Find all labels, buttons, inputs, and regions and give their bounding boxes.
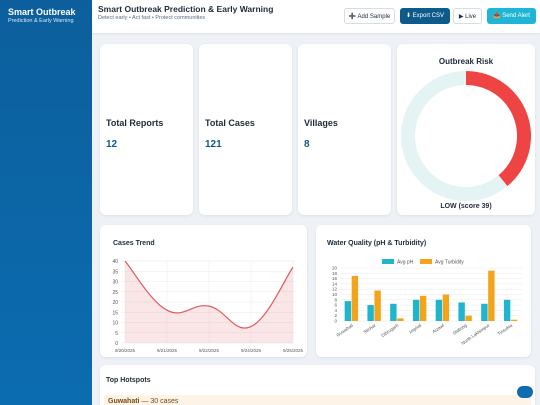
y-tick-label: 0: [115, 341, 118, 347]
stat-value: 8: [304, 139, 310, 150]
y-tick-label: 20: [112, 300, 118, 306]
x-tick-label: Shillong: [452, 322, 468, 336]
bar: [344, 301, 352, 321]
x-tick-label: 9/21/2025: [157, 348, 178, 353]
bar: [397, 318, 404, 321]
x-tick-label: 9/24/2025: [241, 348, 262, 353]
bar: [435, 299, 443, 321]
y-tick-label: 2: [334, 313, 337, 318]
bar: [390, 303, 397, 321]
bar: [374, 290, 381, 321]
y-tick-label: 20: [332, 266, 338, 271]
y-tick-label: 8: [334, 297, 337, 302]
stat-card: Total Reports 12: [100, 44, 193, 215]
hotspot-name: Guwahati: [108, 398, 140, 405]
stat-label: Total Reports: [106, 118, 164, 128]
bar: [465, 315, 472, 321]
bar: [503, 299, 511, 321]
y-tick-label: 40: [112, 259, 118, 265]
y-tick-label: 25: [112, 290, 118, 296]
sidebar-subtitle: Prediction & Early Warning: [8, 18, 74, 24]
header-title: Smart Outbreak Prediction & Early Warnin…: [98, 4, 274, 14]
bar: [510, 319, 518, 321]
trend-card: Cases Trend 0 5 10 15 20 25 30 35 40 9/20/2025 9/21…: [100, 225, 307, 357]
button[interactable]: ▶ Live: [453, 8, 482, 24]
y-tick-label: 16: [332, 276, 338, 281]
y-tick-label: 10: [332, 292, 338, 297]
y-tick-label: 10: [112, 321, 118, 327]
line: [124, 260, 294, 329]
chart-title: Outbreak Risk: [439, 57, 494, 66]
button[interactable]: ⬇ Export CSV: [400, 8, 450, 24]
header-subtitle: Detect early • Act fast • Protect commun…: [98, 15, 206, 21]
bar: [419, 295, 427, 321]
button[interactable]: ➕ Add Sample: [344, 8, 395, 24]
line-chart: Cases Trend 0 5 10 15 20 25 30 35 40 9/20/2025 9/21…: [112, 240, 304, 353]
x-tick-label: 9/22/2025: [199, 348, 220, 353]
bar: [442, 294, 450, 321]
header: Smart Outbreak Prediction & Early Warnin…: [92, 0, 540, 33]
stat-value: 121: [205, 139, 222, 150]
y-tick-label: 5: [115, 331, 118, 337]
hotspot-item: Guwahati — 30 cases: [104, 395, 531, 405]
stat-card: Total Cases 121: [199, 44, 292, 215]
donut-segment: [401, 71, 508, 201]
legend-label: Avg Turbidity: [435, 260, 464, 266]
y-tick-label: 30: [112, 280, 118, 286]
legend-swatch: [382, 259, 394, 264]
y-tick-label: 14: [332, 281, 338, 286]
legend-label: Avg pH: [397, 260, 414, 266]
stat-label: Villages: [304, 118, 338, 128]
y-tick-label: 18: [332, 271, 338, 276]
line-area: [125, 261, 293, 343]
y-tick-label: 0: [334, 319, 337, 324]
chart-title: Water Quality (pH & Turbidity): [327, 240, 426, 247]
bar: [367, 305, 374, 321]
y-tick-label: 6: [334, 303, 337, 308]
hotspots-card: Top Hotspots Guwahati — 30 cases: [100, 365, 535, 405]
bar: [351, 275, 359, 321]
chart-title: Cases Trend: [113, 240, 155, 247]
stat-label: Total Cases: [205, 118, 255, 128]
legend-swatch: [420, 259, 432, 264]
x-tick-label: Guwahati: [336, 323, 354, 338]
donut-chart: Outbreak Risk LOW (score 39): [401, 57, 531, 210]
donut-segment: [466, 71, 531, 187]
x-tick-label: Silchar: [363, 322, 378, 334]
bar: [481, 303, 488, 321]
x-tick-label: Tinsukia: [497, 322, 514, 336]
hotspots-title: Top Hotspots: [106, 377, 151, 384]
sidebar-title: Smart Outbreak: [8, 7, 76, 17]
button[interactable]: 📤 Send Alert: [487, 8, 536, 24]
x-tick-label: Aizawl: [431, 323, 445, 335]
sidebar: Smart Outbreak Prediction & Early Warnin…: [0, 0, 92, 405]
y-tick-label: 35: [112, 269, 118, 275]
y-tick-label: 15: [112, 310, 118, 316]
x-tick-label: Dibrugarh: [380, 322, 399, 338]
stat-card: Villages 8: [298, 44, 391, 215]
risk-label: LOW (score 39): [440, 203, 491, 210]
bar-chart: Water Quality (pH & Turbidity)0246810121…: [327, 240, 522, 346]
stat-value: 12: [106, 139, 118, 150]
y-tick-label: 4: [334, 308, 337, 313]
risk-card: Outbreak Risk LOW (score 39): [397, 44, 535, 215]
chat-button[interactable]: [517, 386, 533, 398]
water-card: Water Quality (pH & Turbidity) 0 2 4 6 8 10 12 1…: [316, 225, 531, 357]
x-tick-label: Imphal: [408, 323, 422, 335]
x-tick-label: 9/25/2025: [283, 348, 304, 353]
bar: [412, 299, 420, 321]
bar: [458, 302, 465, 321]
x-tick-label: 9/20/2025: [115, 348, 136, 353]
y-tick-label: 12: [332, 287, 338, 292]
hotspot-detail: — 30 cases: [141, 398, 179, 405]
bar: [488, 270, 495, 321]
